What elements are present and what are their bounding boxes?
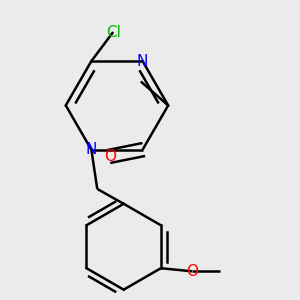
Text: N: N [86, 142, 97, 157]
Text: Cl: Cl [106, 25, 121, 40]
Text: O: O [104, 149, 116, 164]
Text: N: N [137, 54, 148, 69]
Text: O: O [186, 264, 198, 279]
